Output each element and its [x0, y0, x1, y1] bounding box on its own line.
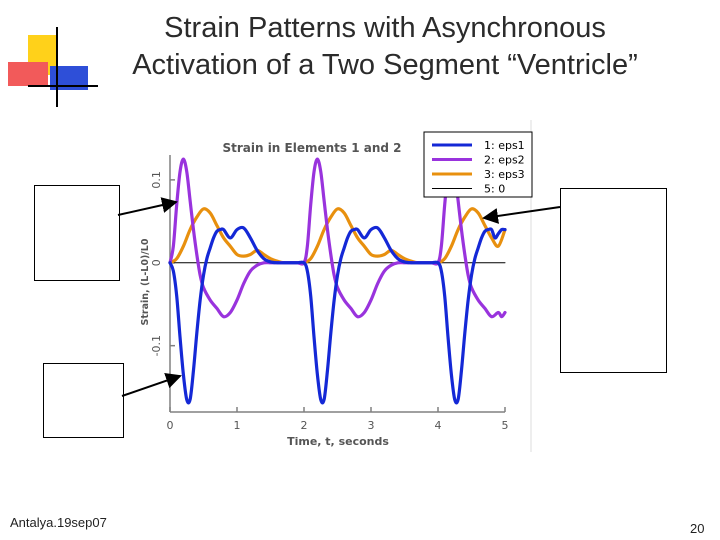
x-tick-label: 0 [167, 419, 174, 432]
x-tick-label: 4 [435, 419, 442, 432]
arrow-upper-left [117, 197, 178, 216]
x-tick-label: 1 [234, 419, 241, 432]
legend-box [423, 131, 533, 198]
x-axis-label: Time, t, seconds [287, 435, 389, 448]
y-tick-label: 0.1 [150, 171, 163, 189]
page-number: 20 [690, 521, 705, 536]
x-tick-label: 3 [368, 419, 375, 432]
arrow-right [482, 206, 561, 224]
footer-date: Antalya.19sep07 [10, 515, 107, 530]
title-line-2: Activation of a Two Segment “Ventricle” [132, 49, 638, 81]
y-axis-label: Strain, (L-L0)/L0 [140, 238, 151, 325]
legend-label-zero: 5: 0 [484, 183, 505, 196]
series-line-eps3 [168, 207, 507, 265]
y-tick-label: 0 [150, 259, 163, 266]
x-tick-label: 2 [301, 419, 308, 432]
y-tick-label: -0.1 [150, 335, 163, 356]
legend-label-eps3: 3: eps3 [484, 168, 525, 181]
arrow-lower-left [121, 373, 182, 397]
legend-label-eps1: 1: eps1 [484, 139, 525, 152]
title-line-1: Strain Patterns with Asynchronous [164, 12, 606, 44]
blank-box-lower-left [43, 363, 124, 438]
deco-red-square [8, 62, 48, 86]
deco-horizontal-line [28, 85, 98, 87]
slide-title: Strain Patterns with Asynchronous Activa… [90, 10, 680, 84]
series-line-eps1 [168, 225, 507, 405]
deco-vertical-line [56, 27, 58, 107]
blank-box-right [560, 188, 667, 373]
blank-box-upper-left [34, 185, 120, 281]
x-tick-label: 5 [502, 419, 509, 432]
legend-label-eps2: 2: eps2 [484, 154, 525, 167]
chart-title: Strain in Elements 1 and 2 [222, 141, 401, 155]
